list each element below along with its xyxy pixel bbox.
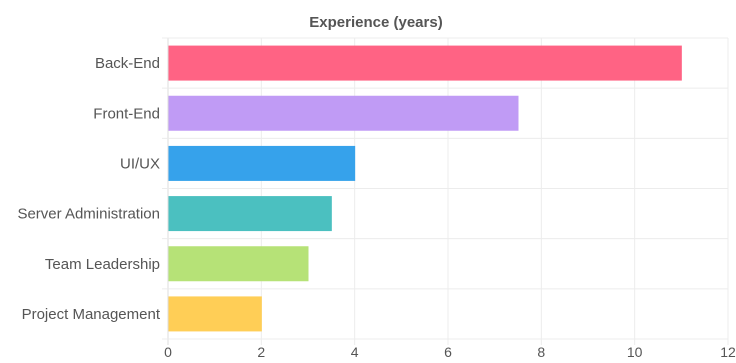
bar-server-administration (168, 196, 332, 232)
x-tick-label: 2 (257, 344, 265, 360)
category-label: Project Management (22, 306, 161, 323)
x-tick-label: 12 (720, 344, 736, 360)
category-labels: Back-End Front-End UI/UX Server Administrat… (17, 55, 160, 323)
x-tick-label: 6 (444, 344, 452, 360)
category-label: UI/UX (120, 155, 160, 172)
bar-project-management (168, 296, 262, 332)
grid-lines (162, 37, 729, 345)
category-label: Team Leadership (45, 256, 160, 273)
category-label: Server Administration (17, 206, 160, 223)
x-tick-label: 0 (164, 344, 172, 360)
category-label: Back-End (95, 55, 160, 72)
bar-back-end (168, 45, 682, 81)
category-label: Front-End (93, 105, 160, 122)
chart-title: Experience (years) (309, 14, 442, 31)
x-tick-label: 4 (351, 344, 359, 360)
bars (168, 45, 682, 332)
x-tick-label: 10 (627, 344, 643, 360)
x-tick-label: 8 (537, 344, 545, 360)
bar-ui-ux (168, 145, 356, 181)
bar-team-leadership (168, 246, 309, 282)
bar-front-end (168, 95, 519, 131)
x-axis-tick-labels: 0 2 4 6 8 10 12 (164, 344, 736, 360)
